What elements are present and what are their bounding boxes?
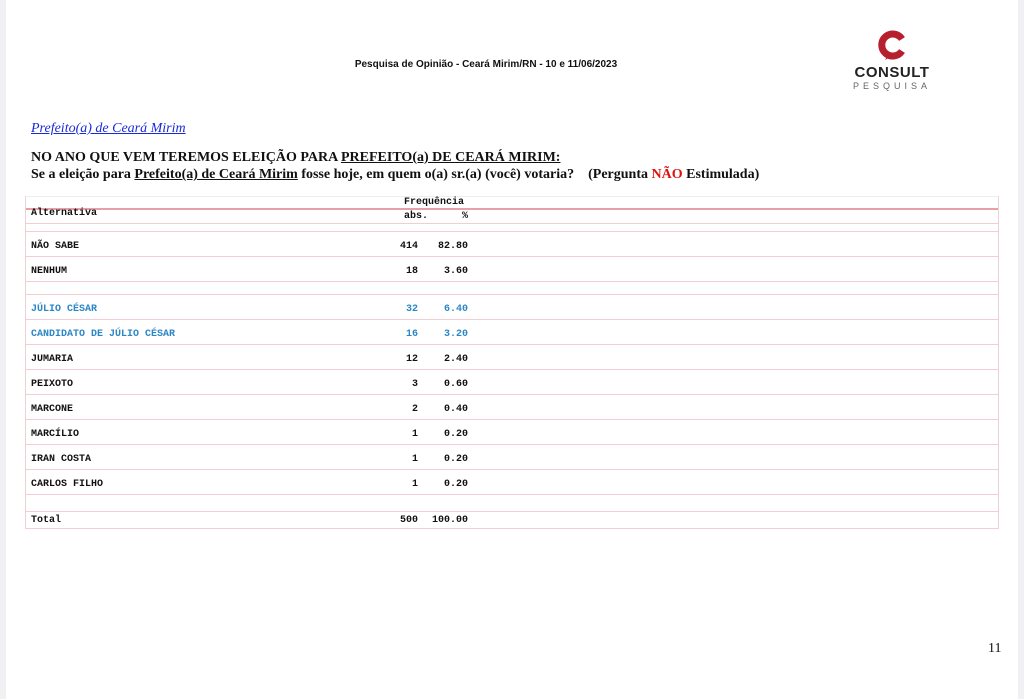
table-row: JUMARIA 12 2.40 [26,345,998,370]
row-label: JUMARIA [31,354,74,365]
row-label: MARCÍLIO [31,429,80,440]
row-abs: 18 [405,266,418,277]
row-abs: 12 [405,354,418,365]
table-row: CANDIDATO DE JÚLIO CÉSAR 16 3.20 [26,320,998,345]
table-row: MARCÍLIO 1 0.20 [26,420,998,445]
row-pct: 3.60 [443,266,468,277]
logo-c-icon [878,30,905,60]
row-label: NÃO SABE [31,241,80,252]
row-abs: 16 [405,329,418,340]
row-label: CANDIDATO DE JÚLIO CÉSAR [31,329,176,340]
question-line-1: NO ANO QUE VEM TEREMOS ELEIÇÃO PARA PREF… [31,150,560,166]
row-pct: 0.20 [443,479,468,490]
row-pct: 0.20 [443,454,468,465]
row-pct: 2.40 [443,354,468,365]
column-alternativa: Alternativa [31,208,98,219]
total-label: Total [31,515,62,526]
row-label: IRAN COSTA [31,454,92,465]
total-pct: 100.00 [431,515,468,526]
spacer-row [26,282,998,295]
table-row: CARLOS FILHO 1 0.20 [26,470,998,495]
row-abs: 1 [411,479,418,490]
row-pct: 0.20 [443,429,468,440]
question-text: Estimulada) [682,167,760,182]
column-pct: % [461,211,468,222]
row-pct: 82.80 [437,241,468,252]
question-line-2: Se a eleição para Prefeito(a) de Ceará M… [31,167,759,183]
logo-brand: CONSULT [854,64,930,81]
column-abs: abs. [404,211,429,222]
question-underlined: Prefeito(a) de Ceará Mirim [134,167,298,182]
row-label: MARCONE [31,404,74,415]
table-row: PEIXOTO 3 0.60 [26,370,998,395]
row-label: JÚLIO CÉSAR [31,304,98,315]
document-page: Pesquisa de Opinião - Ceará Mirim/RN - 1… [6,0,1018,699]
table-row: MARCONE 2 0.40 [26,395,998,420]
row-label: CARLOS FILHO [31,479,104,490]
row-abs: 1 [411,429,418,440]
total-abs: 500 [399,515,418,526]
table-column-header: Alternativa abs. % [26,208,998,224]
logo-subtitle: PESQUISA [852,81,931,91]
frequency-table: Frequência Alternativa abs. % NÃO SABE 41… [25,196,999,529]
table-total-row: Total 500 100.00 [26,512,998,528]
question-text: fosse hoje, em quem o(a) sr.(a) (você) v… [297,167,652,182]
section-link[interactable]: Prefeito(a) de Ceará Mirim [31,121,186,136]
question-text: Se a eleição para [31,167,135,182]
table-row: NÃO SABE 414 82.80 [26,232,998,257]
consult-logo: CONSULT PESQUISA [842,30,942,92]
row-abs: 32 [405,304,418,315]
spacer-row [26,495,998,512]
page-number: 11 [988,641,1002,656]
row-pct: 0.60 [443,379,468,390]
row-abs: 3 [411,379,418,390]
table-group-header: Frequência [26,197,998,210]
row-pct: 0.40 [443,404,468,415]
frequency-header: Frequência [404,197,465,208]
question-text: NO ANO QUE VEM TEREMOS ELEIÇÃO PARA [31,150,341,165]
spacer-row [26,224,998,232]
row-pct: 6.40 [443,304,468,315]
table-row: JÚLIO CÉSAR 32 6.40 [26,295,998,320]
row-label: NENHUM [31,266,68,277]
table-row: IRAN COSTA 1 0.20 [26,445,998,470]
row-abs: 2 [411,404,418,415]
table-row: NENHUM 18 3.60 [26,257,998,282]
row-abs: 414 [399,241,418,252]
report-header: Pesquisa de Opinião - Ceará Mirim/RN - 1… [354,59,618,70]
question-underlined: PREFEITO(a) DE CEARÁ MIRIM: [341,150,561,165]
row-label: PEIXOTO [31,379,74,390]
question-emphasis: NÃO [651,167,683,182]
row-abs: 1 [411,454,418,465]
row-pct: 3.20 [443,329,468,340]
